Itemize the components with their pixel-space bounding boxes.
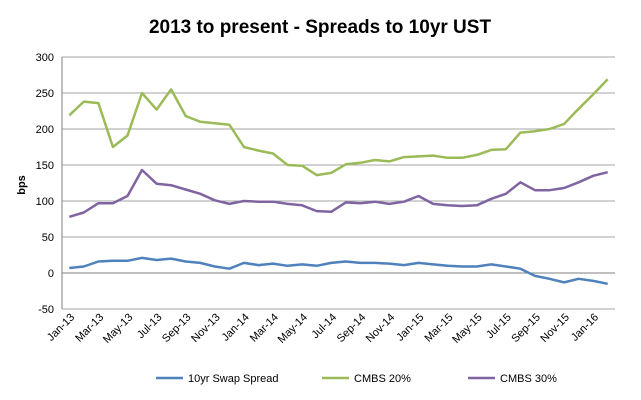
y-tick-label: 200 <box>36 124 54 136</box>
gridlines <box>61 56 615 310</box>
series-lines <box>68 78 609 286</box>
y-tick-label: -50 <box>38 304 54 316</box>
y-axis-label: bps <box>16 175 28 195</box>
chart-title: 2013 to present - Spreads to 10yr UST <box>149 17 492 38</box>
y-tick-label: 300 <box>36 52 54 64</box>
y-tick-label: 150 <box>36 160 54 172</box>
y-axis-ticks: -50 0 50 100 150 200 250 300 <box>36 52 54 316</box>
y-tick-label: 100 <box>36 196 54 208</box>
series-line-3 <box>68 168 609 218</box>
y-tick-label: 0 <box>48 268 54 280</box>
legend-label: 10yr Swap Spread <box>188 373 279 385</box>
legend-label: CMBS 30% <box>500 373 557 385</box>
y-tick-label: 50 <box>42 232 54 244</box>
series-line-1 <box>69 256 608 286</box>
legend: 10yr Swap Spread CMBS 20% CMBS 30% <box>156 373 557 385</box>
legend-label: CMBS 20% <box>354 373 411 385</box>
series-line-2 <box>68 78 609 177</box>
y-tick-label: 250 <box>36 88 54 100</box>
